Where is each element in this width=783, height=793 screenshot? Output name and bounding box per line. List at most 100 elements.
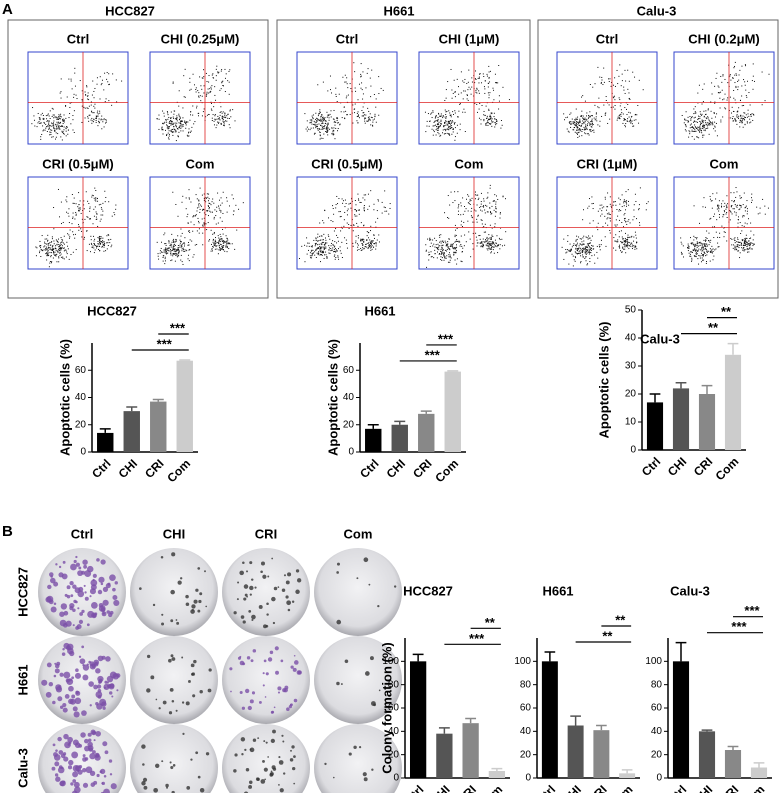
event-dot: [612, 96, 614, 98]
event-dot: [489, 243, 491, 245]
event-dot: [490, 247, 492, 249]
event-dot: [599, 125, 601, 127]
event-dot: [625, 245, 627, 247]
event-dot: [363, 204, 365, 206]
event-dot: [441, 257, 443, 259]
event-dot: [698, 137, 700, 139]
event-dot: [502, 195, 504, 197]
event-dot: [170, 250, 172, 252]
event-dot: [687, 247, 689, 249]
colony: [58, 565, 62, 569]
colony: [229, 667, 233, 671]
event-dot: [53, 120, 55, 122]
event-dot: [625, 239, 627, 241]
event-dot: [212, 246, 214, 248]
event-dot: [186, 250, 188, 252]
event-dot: [712, 124, 714, 126]
event-dot: [624, 241, 626, 243]
event-dot: [330, 110, 332, 112]
event-dot: [568, 263, 570, 265]
event-dot: [702, 259, 704, 261]
event-dot: [226, 243, 228, 245]
colony-row-label: H661: [15, 664, 30, 695]
event-dot: [45, 253, 47, 255]
event-dot: [88, 218, 90, 220]
event-dot: [489, 187, 491, 189]
event-dot: [700, 252, 702, 254]
event-dot: [625, 221, 627, 223]
y-tick-label: 0: [80, 447, 86, 458]
event-dot: [222, 116, 224, 118]
event-dot: [717, 242, 719, 244]
bar: [176, 360, 193, 452]
event-dot: [445, 114, 447, 116]
event-dot: [319, 119, 321, 121]
event-dot: [623, 86, 625, 88]
event-dot: [51, 125, 53, 127]
event-dot: [491, 246, 493, 248]
event-dot: [366, 231, 368, 233]
event-dot: [472, 232, 474, 234]
event-dot: [213, 218, 215, 220]
event-dot: [585, 128, 587, 130]
event-dot: [89, 210, 91, 212]
event-dot: [321, 244, 323, 246]
event-dot: [319, 249, 321, 251]
event-dot: [589, 123, 591, 125]
event-dot: [323, 119, 325, 121]
event-dot: [116, 101, 118, 103]
event-dot: [223, 123, 225, 125]
event-dot: [625, 202, 627, 204]
event-dot: [577, 118, 579, 120]
event-dot: [314, 132, 316, 134]
event-dot: [341, 227, 343, 229]
event-dot: [592, 202, 594, 204]
colonies: [229, 646, 302, 714]
event-dot: [693, 127, 695, 129]
event-dot: [58, 252, 60, 254]
event-dot: [202, 232, 204, 234]
event-dot: [456, 258, 458, 260]
event-dot: [748, 248, 750, 250]
event-dot: [457, 116, 459, 118]
event-dot: [732, 208, 734, 210]
event-dot: [626, 114, 628, 116]
event-dot: [339, 124, 341, 126]
flow-plot: [149, 176, 251, 270]
event-dot: [202, 209, 204, 211]
event-dot: [634, 246, 636, 248]
event-dot: [498, 100, 500, 102]
event-dot: [721, 203, 723, 205]
colony: [94, 752, 100, 758]
event-dot: [88, 99, 90, 101]
colony: [95, 691, 103, 698]
colony: [70, 563, 77, 571]
event-dot: [583, 129, 585, 131]
event-dot: [694, 116, 696, 118]
event-dot: [584, 132, 586, 134]
event-dot: [39, 245, 41, 247]
event-dot: [730, 206, 732, 208]
event-dot: [489, 114, 491, 116]
event-dot: [480, 241, 482, 243]
event-dot: [353, 108, 355, 110]
event-dot: [78, 229, 80, 231]
event-dot: [588, 242, 590, 244]
event-dot: [56, 244, 58, 246]
event-dot: [322, 239, 324, 241]
x-tick-label: CRI: [717, 782, 742, 793]
event-dot: [361, 89, 363, 91]
event-dot: [744, 243, 746, 245]
event-dot: [588, 237, 590, 239]
x-tick-label: Ctrl: [89, 456, 114, 481]
event-dot: [716, 72, 718, 74]
event-dot: [322, 246, 324, 248]
event-dot: [628, 116, 630, 118]
event-dot: [429, 254, 431, 256]
event-dot: [220, 70, 222, 72]
event-dot: [479, 103, 481, 105]
event-dot: [746, 210, 748, 212]
event-dot: [711, 207, 713, 209]
colony: [75, 690, 81, 696]
event-dot: [704, 130, 706, 132]
